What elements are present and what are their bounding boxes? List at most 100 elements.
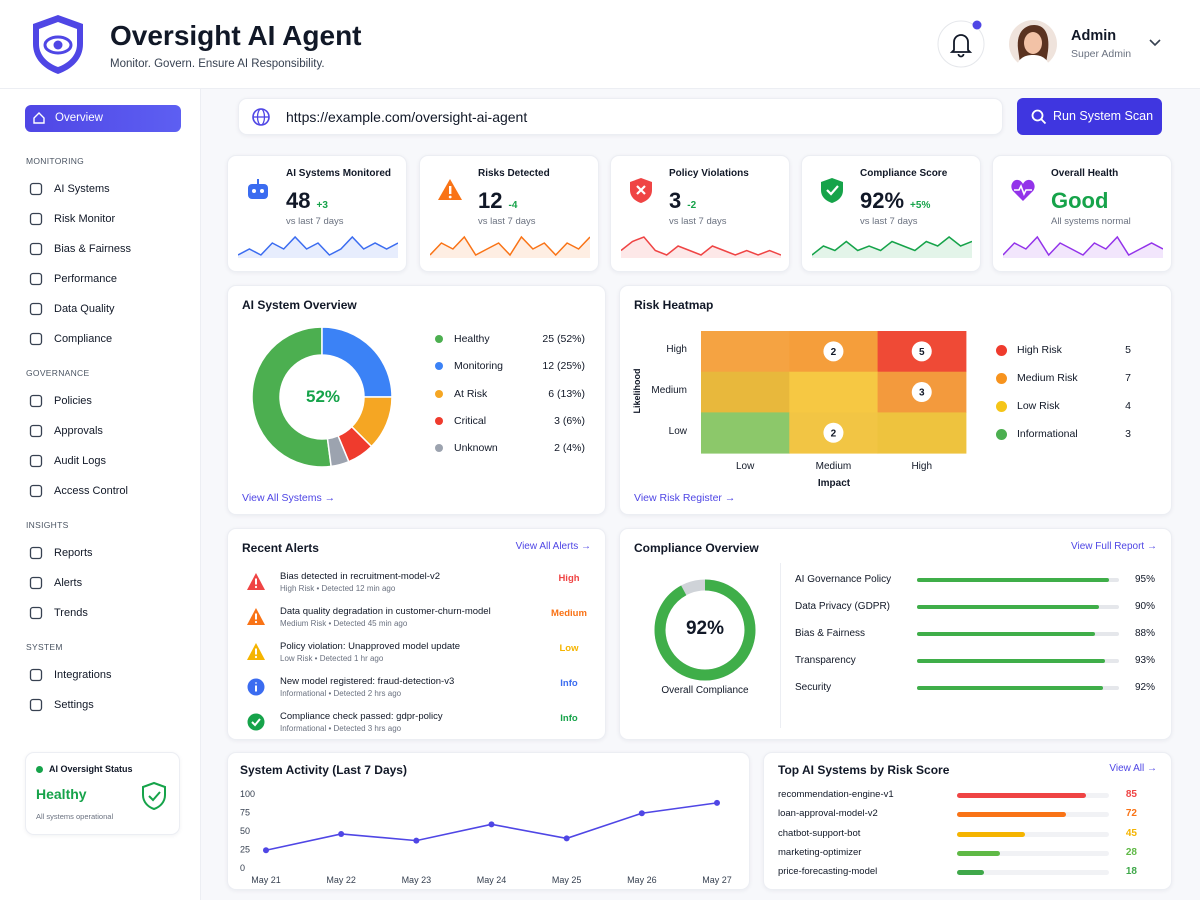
alert-level: High xyxy=(558,573,580,584)
alert-meta: Medium Risk • Detected 45 min ago xyxy=(280,619,408,628)
alert-title: Bias detected in recruitment-model-v2 xyxy=(280,571,440,582)
url-bar[interactable] xyxy=(238,98,1003,135)
alert-title: Data quality degradation in customer-chu… xyxy=(280,606,491,617)
card-link[interactable]: View All Systems → xyxy=(242,492,336,504)
icon xyxy=(255,578,257,585)
heatmap-x-label: Impact xyxy=(817,478,851,489)
logo xyxy=(33,15,83,74)
kpi-label: Overall Health xyxy=(1051,168,1119,179)
icon xyxy=(33,112,45,124)
nav-item[interactable]: Reports xyxy=(54,547,93,559)
legend-value: 3 (6%) xyxy=(554,414,585,427)
icon xyxy=(260,189,264,193)
compliance-card: Compliance Overview View Full Report → 92%… xyxy=(619,528,1172,740)
card-link[interactable]: View All → xyxy=(1109,763,1157,774)
status-card: AI Oversight Status Healthy All systems op… xyxy=(25,752,180,835)
chart-title: System Activity (Last 7 Days) xyxy=(240,763,407,777)
home-icon xyxy=(33,112,45,124)
kpi-icon xyxy=(1011,179,1035,201)
icon xyxy=(29,576,43,590)
nav-icon xyxy=(29,668,43,682)
globe-icon xyxy=(252,108,270,126)
point xyxy=(413,837,420,844)
kpi-value: 92% xyxy=(860,188,905,213)
heatmap-badge xyxy=(823,341,844,362)
bar-track xyxy=(957,831,1109,837)
system-name: marketing-optimizer xyxy=(778,846,862,858)
kpi-delta: +5% xyxy=(910,200,931,211)
app-title: Oversight AI Agent xyxy=(110,20,362,51)
bar-track xyxy=(917,659,1119,663)
icon xyxy=(449,186,452,194)
nav-item[interactable]: Audit Logs xyxy=(54,455,106,467)
legend-value: 25 (52%) xyxy=(542,333,585,345)
legend-dot xyxy=(996,401,1007,412)
heatmap-row-label: Medium xyxy=(651,385,687,397)
card-link[interactable]: View Risk Register → xyxy=(634,492,736,504)
system-name: loan-approval-model-v2 xyxy=(778,808,878,820)
nav-item[interactable]: Data Quality xyxy=(54,303,115,315)
x-tick-label: May 22 xyxy=(326,875,356,885)
bar-track xyxy=(917,578,1119,582)
point xyxy=(563,835,570,842)
icon xyxy=(29,484,43,498)
nav-item[interactable]: Trends xyxy=(54,607,88,619)
kpi-value-row: 92% +5% xyxy=(860,188,930,214)
sparkline-area xyxy=(1003,237,1163,258)
nav-section-title: INSIGHTS xyxy=(26,520,69,530)
icon xyxy=(254,585,258,589)
compliance-value: 92% xyxy=(1134,682,1155,693)
nav-icon xyxy=(29,182,43,196)
nav-icon xyxy=(29,454,43,468)
nav-item[interactable]: AI Systems xyxy=(54,183,110,195)
nav-section-title: GOVERNANCE xyxy=(26,368,90,378)
nav-active[interactable]: Overview xyxy=(25,105,181,132)
compliance-value: 95% xyxy=(1134,574,1155,585)
nav-item[interactable]: Integrations xyxy=(54,669,112,681)
nav-icon xyxy=(29,272,43,286)
sparkline-area xyxy=(812,237,972,258)
card-title: Top AI Systems by Risk Score xyxy=(778,763,950,777)
kpi-value: Good xyxy=(1051,188,1109,213)
compliance-item: Bias & Fairness xyxy=(795,628,866,639)
heatmap-cell xyxy=(789,371,879,413)
alert-title: New model registered: fraud-detection-v3 xyxy=(280,676,455,687)
nav-item[interactable]: Policies xyxy=(54,395,92,407)
bar xyxy=(917,632,1095,636)
legend-value: 12 (25%) xyxy=(542,360,585,373)
nav-item[interactable]: Risk Monitor xyxy=(54,213,116,225)
icon xyxy=(826,185,839,196)
nav-item[interactable]: Settings xyxy=(54,699,94,711)
icon xyxy=(254,655,258,659)
compliance-item: Security xyxy=(795,682,832,693)
nav-icon xyxy=(29,212,43,226)
icon xyxy=(1014,184,1032,196)
scan-button-label: Run System Scan xyxy=(1053,109,1154,123)
legend-value: 5 xyxy=(1125,344,1131,356)
nav-item[interactable]: Performance xyxy=(54,273,117,285)
card-link[interactable]: View Full Report → xyxy=(1071,541,1157,552)
system-score: 85 xyxy=(1125,789,1137,800)
scan-button[interactable]: Run System Scan xyxy=(1017,98,1162,135)
alert-icon xyxy=(247,573,265,590)
notifications[interactable] xyxy=(936,19,988,71)
card-link[interactable]: View All Alerts → xyxy=(515,541,591,552)
sparkline-area xyxy=(430,237,590,258)
user-menu[interactable] xyxy=(1148,38,1162,48)
nav-item[interactable]: Approvals xyxy=(54,425,103,437)
alert-level: Low xyxy=(559,643,579,654)
compliance-value: 88% xyxy=(1134,628,1155,639)
nav-item[interactable]: Access Control xyxy=(54,485,128,497)
compliance-item: Transparency xyxy=(795,655,856,666)
y-tick-label: 25 xyxy=(240,845,250,855)
alert-icon xyxy=(247,608,265,625)
compliance-item: Data Privacy (GDPR) xyxy=(795,601,891,612)
nav-item[interactable]: Compliance xyxy=(54,333,113,345)
nav-item[interactable]: Alerts xyxy=(54,577,83,589)
kpi-icon xyxy=(438,179,462,200)
kpi-card: Policy Violations 3 -2 vs last 7 days xyxy=(610,155,790,272)
system-score: 18 xyxy=(1125,866,1137,878)
nav-item[interactable]: Bias & Fairness xyxy=(54,243,132,255)
system-name: price-forecasting-model xyxy=(778,866,878,878)
activity-card: System Activity (Last 7 Days) 0 25 50 75 100 M… xyxy=(227,752,750,890)
